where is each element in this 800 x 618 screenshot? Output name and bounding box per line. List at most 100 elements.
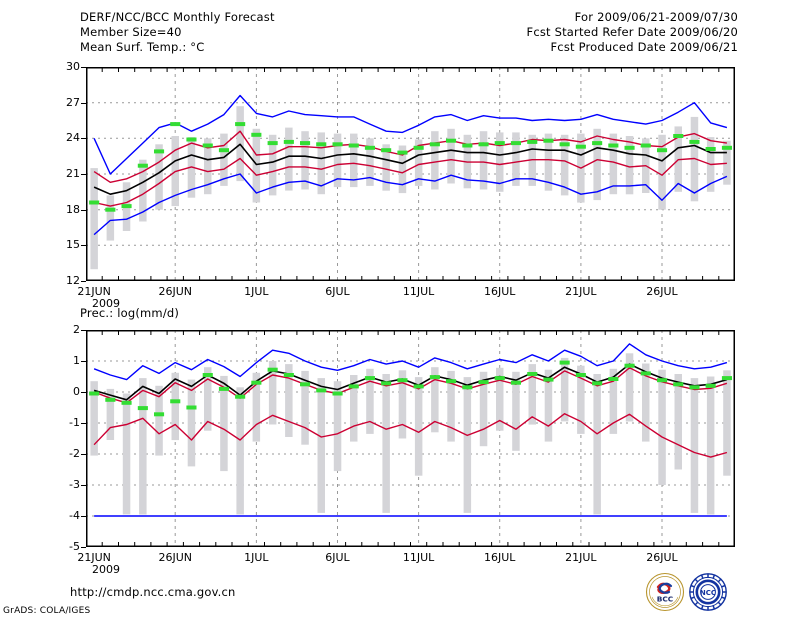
observed-marker xyxy=(559,360,570,365)
observed-marker xyxy=(154,149,165,154)
observed-marker xyxy=(721,376,732,381)
series-line xyxy=(93,130,728,184)
observed-marker xyxy=(267,367,278,372)
observed-marker xyxy=(251,380,262,385)
temperature-y-tick-label: 30 xyxy=(66,60,80,73)
precipitation-year-label: 2009 xyxy=(92,563,120,576)
ensemble-spread-bar xyxy=(204,367,212,431)
observed-marker xyxy=(300,141,311,146)
ensemble-spread-bar xyxy=(593,128,601,201)
temperature-chart-panel xyxy=(86,67,735,281)
temperature-x-tick-label: 16JUL xyxy=(484,285,516,298)
precipitation-y-tick-label: 1 xyxy=(73,354,80,367)
series-line xyxy=(93,157,727,207)
series-line xyxy=(93,143,727,195)
axis-tick-major xyxy=(81,454,86,455)
axis-tick-major xyxy=(81,547,86,548)
ensemble-spread-bar xyxy=(706,376,715,515)
ensemble-spread-bar xyxy=(122,393,131,515)
precipitation-y-tick-label: 0 xyxy=(73,385,80,398)
ensemble-spread-bar xyxy=(268,361,277,425)
ensemble-spread-bar xyxy=(90,168,98,270)
precipitation-x-tick-label: 21JUN xyxy=(77,551,111,564)
observed-marker xyxy=(624,145,635,150)
series-line xyxy=(93,367,728,404)
ensemble-spread-bar xyxy=(544,369,553,442)
observed-marker xyxy=(527,372,538,376)
observed-marker xyxy=(608,143,619,148)
ensemble-spread-bar xyxy=(317,132,325,195)
ensemble-spread-bar xyxy=(642,363,650,442)
observed-marker xyxy=(413,145,424,150)
axis-tick-major xyxy=(81,516,86,517)
forecast-started-label: Fcst Started Refer Date 2009/06/20 xyxy=(526,25,738,39)
ensemble-spread-bar xyxy=(414,139,423,186)
temperature-plot-area xyxy=(86,67,735,281)
observed-marker xyxy=(316,388,327,393)
ensemble-spread-bar xyxy=(382,374,390,513)
axis-tick-major xyxy=(81,423,86,424)
observed-marker xyxy=(397,150,408,155)
series-line xyxy=(93,173,728,236)
ensemble-spread-bar xyxy=(690,378,699,513)
observed-marker xyxy=(673,134,684,138)
observed-marker xyxy=(510,380,521,385)
ensemble-spread-bar xyxy=(139,159,147,222)
observed-marker xyxy=(202,373,213,377)
axis-tick-major xyxy=(81,361,86,362)
ensemble-spread-bar xyxy=(431,367,439,433)
precipitation-x-tick-label: 26JUL xyxy=(646,551,678,564)
ensemble-spread-bar xyxy=(447,370,455,442)
svg-text:NCC: NCC xyxy=(700,589,716,597)
precipitation-y-tick-label: -2 xyxy=(69,447,80,460)
observed-marker xyxy=(202,143,213,148)
observed-marker xyxy=(673,382,684,387)
observed-marker xyxy=(89,200,100,205)
ensemble-spread-bar xyxy=(447,128,455,184)
ensemble-spread-bar xyxy=(496,132,504,192)
axis-tick-major xyxy=(81,281,86,282)
observed-marker xyxy=(235,394,246,399)
ensemble-spread-bar xyxy=(106,388,115,440)
temperature-x-tick-label: 21JUN xyxy=(77,285,111,298)
plot-frame xyxy=(86,330,735,547)
temperature-year-label: 2009 xyxy=(92,297,120,310)
observed-marker xyxy=(510,141,521,146)
ensemble-spread-bar xyxy=(90,381,98,456)
observed-marker xyxy=(494,141,505,146)
observed-marker xyxy=(478,380,489,385)
forecast-produced-label: Fcst Produced Date 2009/06/21 xyxy=(550,40,738,54)
temperature-x-tick-label: 11JUL xyxy=(402,285,435,298)
ensemble-spread-bar xyxy=(512,132,520,186)
observed-marker xyxy=(705,147,716,151)
ensemble-spread-bar xyxy=(528,364,536,425)
ensemble-spread-bar xyxy=(252,372,261,442)
ensemble-spread-bar xyxy=(723,370,731,476)
observed-marker xyxy=(413,384,424,389)
observed-marker xyxy=(608,377,619,381)
observed-marker xyxy=(446,379,457,384)
temperature-x-tick-label: 1JUL xyxy=(244,285,269,298)
observed-marker xyxy=(218,386,229,391)
observed-marker xyxy=(657,378,668,383)
ensemble-spread-bar xyxy=(463,377,472,513)
observed-marker xyxy=(121,400,132,405)
ensemble-spread-bar xyxy=(593,374,601,515)
ncc-logo: NCC xyxy=(688,572,728,612)
temperature-x-tick-label: 6JUL xyxy=(325,285,350,298)
precipitation-y-tick-label: 2 xyxy=(73,323,80,336)
observed-marker xyxy=(543,377,554,382)
temperature-y-tick-label: 15 xyxy=(66,238,80,252)
axis-tick-major xyxy=(81,102,86,104)
ensemble-spread-bar xyxy=(187,379,196,467)
observed-marker xyxy=(332,142,343,147)
series-line xyxy=(93,412,728,458)
website-url[interactable]: http://cmdp.ncc.cma.gov.cn xyxy=(70,585,236,599)
ensemble-spread-bar xyxy=(658,369,666,485)
ensemble-spread-bar xyxy=(285,127,293,191)
observed-marker xyxy=(348,384,359,389)
observed-marker xyxy=(381,148,392,153)
precipitation-chart-panel xyxy=(86,330,735,547)
observed-marker xyxy=(640,143,651,148)
observed-marker xyxy=(316,142,327,147)
